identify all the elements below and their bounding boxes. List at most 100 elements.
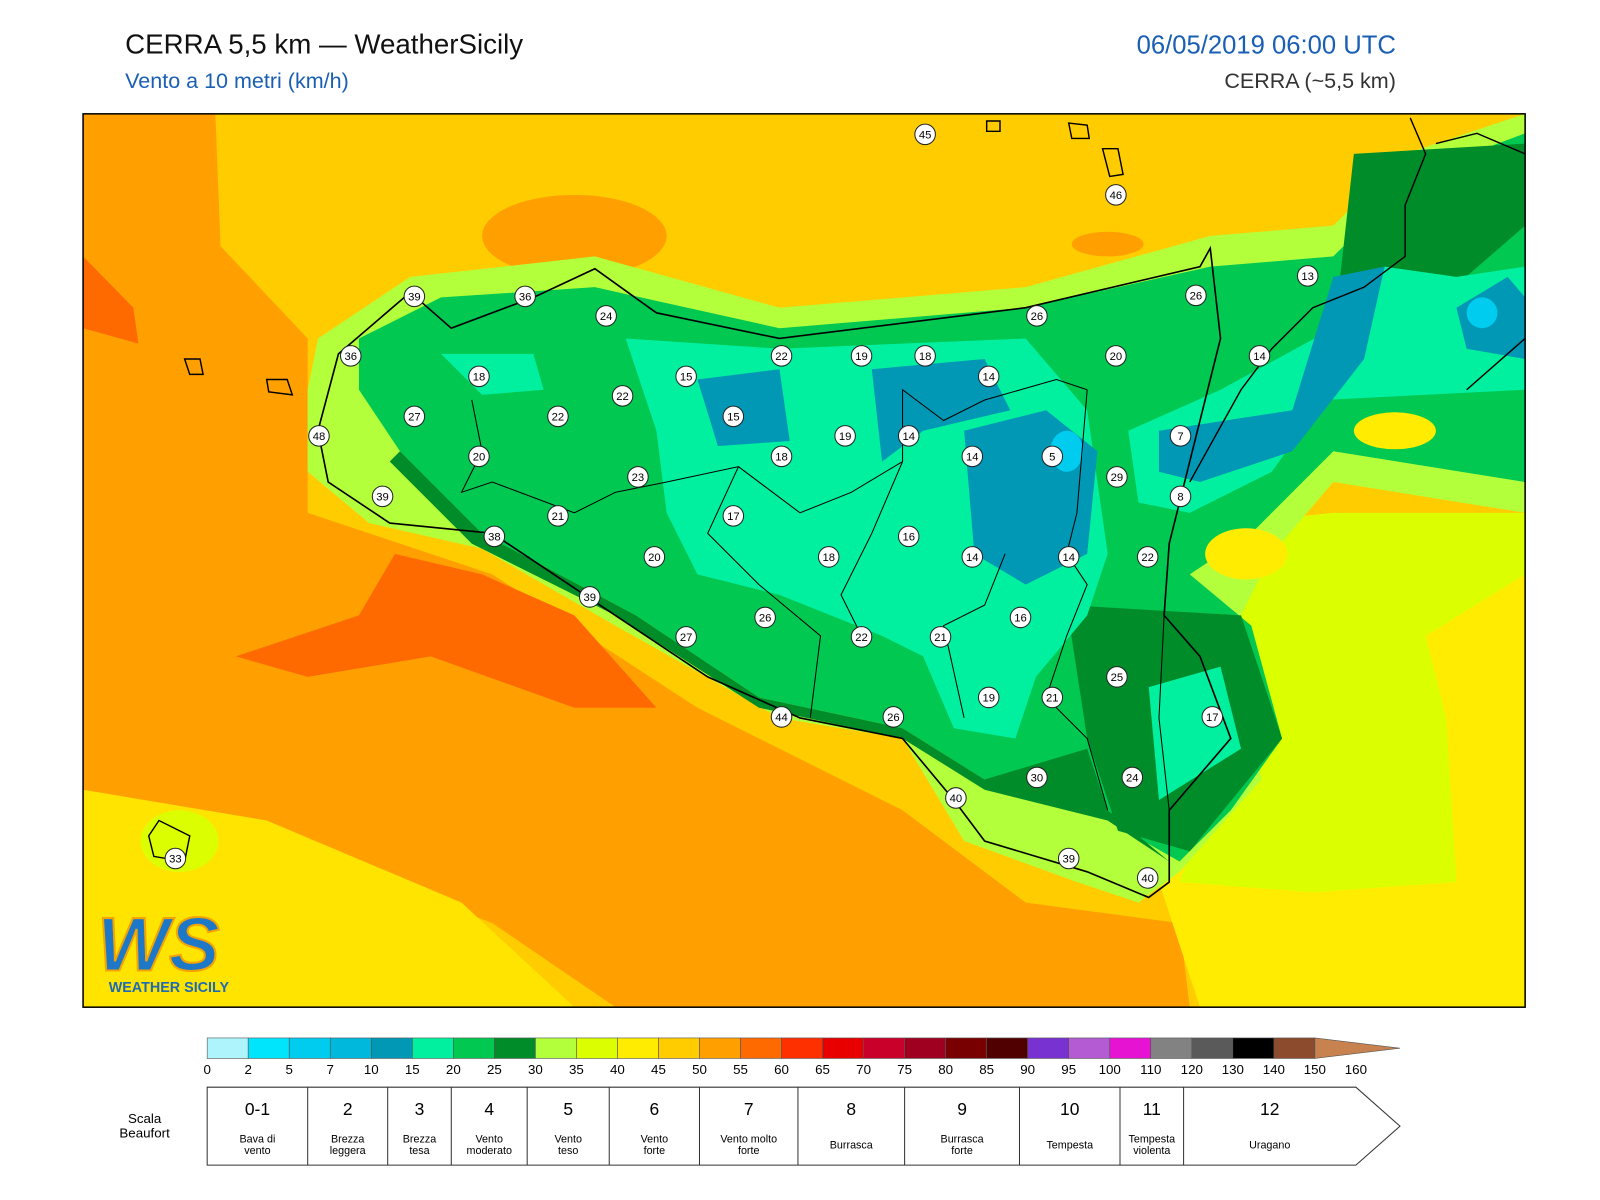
colorbar-swatch [247,1037,290,1059]
station-marker [754,606,776,629]
beaufort-name: Brezza tesa [403,1134,436,1157]
beaufort-number: 8 [846,1099,856,1119]
logo-mark: WS [97,902,219,987]
colorbar-tick-label: 55 [733,1062,748,1077]
station-value: 26 [1031,311,1044,323]
colorbar-tick-label: 160 [1345,1062,1367,1077]
station-marker [1201,706,1224,728]
station-marker [977,365,1000,388]
colorbar-tick-label: 2 [244,1062,251,1077]
beaufort-label: Scala Beaufort [119,1111,170,1140]
station-marker [945,787,967,809]
beaufort-name-line: Burrasca [941,1134,984,1146]
station-marker [468,445,490,468]
station-value: 14 [966,552,979,564]
station-marker [770,706,793,728]
colorbar-tick-label: 0 [203,1062,210,1077]
station-value: 36 [345,351,358,363]
colorbar-tick-label: 150 [1304,1062,1326,1077]
station-value: 18 [822,552,835,564]
colorbar-tick-label: 60 [774,1062,789,1077]
beaufort-name: Vento molto forte [720,1134,777,1157]
station-marker [977,686,1000,709]
beaufort-name-line: Vento [641,1134,669,1146]
station-value: 14 [982,372,995,384]
station-value: 17 [727,511,740,523]
station-value: 22 [552,412,565,424]
beaufort-name-line: Tempesta [1046,1140,1093,1152]
station-marker [882,706,905,728]
colorbar-tick-label: 45 [651,1062,666,1077]
station-value: 8 [1177,492,1183,504]
station-marker [164,847,187,870]
beaufort-name: Brezza leggera [330,1134,366,1157]
beaufort-name-line: moderato [467,1145,512,1157]
beaufort-name-line: forte [738,1145,760,1157]
colorbar-swatch [206,1037,249,1059]
colorbar-tick-label: 35 [569,1062,584,1077]
beaufort-name-line: teso [558,1145,578,1157]
station-marker [403,285,426,308]
station-marker [403,405,426,428]
map-frame [82,113,1526,1008]
colorbar-swatch [1109,1037,1152,1059]
colorbar-swatch [1150,1037,1193,1059]
station-marker [643,546,666,568]
station-marker [1169,425,1192,447]
station-value: 40 [950,793,963,805]
beaufort-name: Vento forte [641,1134,669,1157]
station-marker [1057,546,1080,568]
colorbar-tick-label: 120 [1181,1062,1203,1077]
station-value: 17 [1206,712,1219,724]
station-marker [339,345,362,367]
colorbar-tick-label: 5 [286,1062,293,1077]
station-value: 14 [966,452,979,464]
station-marker [850,345,873,367]
station-value: 22 [1141,552,1154,564]
colorbar-swatch [986,1037,1028,1059]
beaufort-name-line: forte [644,1145,666,1157]
station-value: 48 [313,431,326,443]
colorbar-tick-label: 90 [1020,1062,1035,1077]
subtitle: Vento a 10 metri (km/h) [125,69,349,93]
colorbar-tick-label: 75 [897,1062,912,1077]
title: CERRA 5,5 km — WeatherSicily [125,28,523,59]
station-value: 22 [855,632,868,644]
station-marker [850,626,873,648]
station-value: 23 [632,472,645,484]
station-marker [627,466,649,488]
colorbar-tick-label: 7 [327,1062,334,1077]
station-marker [675,365,697,388]
station-marker [929,626,952,648]
station-value: 16 [902,532,915,544]
colorbar-swatch [781,1037,823,1059]
colorbar-tick-label: 20 [446,1062,461,1077]
station-marker [914,123,936,146]
beaufort-name-line: Burrasca [830,1140,873,1152]
station-marker [1041,686,1064,709]
station-marker [1185,284,1207,307]
colorbar-swatch [822,1037,864,1059]
station-marker [611,385,634,407]
colorbar: 0 2 5 7 10 15 20 25 30 35 40 45 50 55 60 65 70 75 80 85 90 95… [203,1037,1401,1077]
station-value: 33 [169,854,182,866]
station-marker [1009,606,1032,629]
colorbar-tick-label: 50 [692,1062,707,1077]
station-value: 29 [1111,472,1124,484]
station-value: 39 [1062,854,1075,866]
beaufort-name-line: Brezza [403,1134,436,1146]
colorbar-swatch [945,1037,987,1059]
station-marker [547,505,569,527]
beaufort-name-line: Brezza [331,1134,364,1146]
colorbar-swatch [453,1037,495,1059]
station-value: 21 [934,632,947,644]
station-marker [914,345,936,367]
colorbar-swatch [288,1037,331,1059]
beaufort-number: 3 [415,1099,425,1119]
station-marker [468,365,490,388]
colorbar-swatch [329,1037,372,1059]
beaufort-number: 0-1 [245,1099,270,1119]
beaufort-name-line: Vento [475,1134,503,1146]
